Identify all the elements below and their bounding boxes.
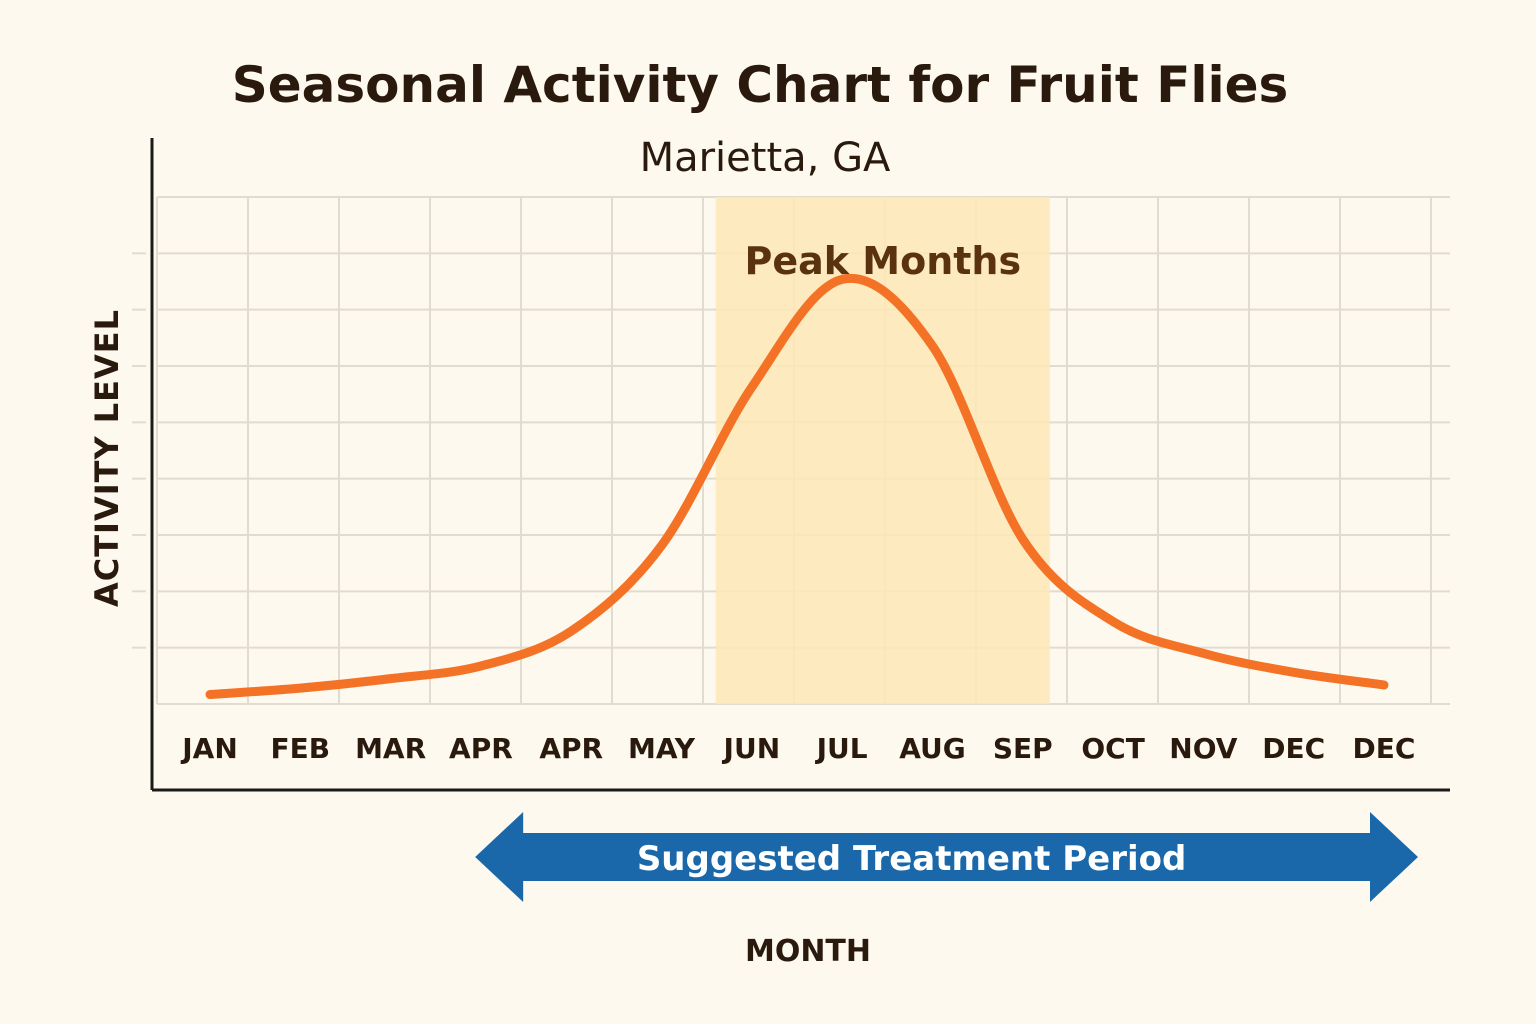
- x-axis-label: MONTH: [745, 934, 871, 969]
- axes: [150, 138, 1450, 792]
- x-tick-label: APR: [539, 732, 603, 765]
- chart-subtitle: Marietta, GA: [640, 135, 891, 181]
- x-tick-label: JAN: [180, 732, 238, 765]
- chart-title: Seasonal Activity Chart for Fruit Flies: [232, 56, 1289, 114]
- treatment-period-arrow: [475, 812, 1419, 902]
- series-line: [205, 273, 1389, 699]
- x-tick-label: DEC: [1353, 732, 1416, 765]
- x-tick-label: JUL: [815, 732, 868, 765]
- peak-band: [715, 197, 1050, 704]
- series-group: [205, 273, 1389, 699]
- x-tick-label: APR: [449, 732, 513, 765]
- x-tick-labels: JAN FEB MAR APR APR MAY JUN JUL AUG SEP OCT NOV DEC D…: [180, 732, 1415, 765]
- treatment-period-label: Suggested Treatment Period: [637, 839, 1187, 879]
- peak-band-group: Peak Months: [715, 197, 1050, 704]
- peak-band-label: Peak Months: [745, 239, 1022, 283]
- treatment-period-group: Suggested Treatment Period: [475, 812, 1419, 902]
- y-axis-label: ACTIVITY LEVEL: [88, 309, 126, 607]
- x-tick-label: FEB: [271, 732, 331, 765]
- x-tick-label: AUG: [899, 732, 966, 765]
- x-tick-label: DEC: [1262, 732, 1325, 765]
- x-tick-label: JUN: [722, 732, 781, 765]
- x-tick-label: NOV: [1169, 732, 1237, 765]
- x-tick-label: MAY: [628, 732, 696, 765]
- x-tick-label: SEP: [993, 732, 1053, 765]
- x-tick-label: OCT: [1081, 732, 1144, 765]
- x-tick-label: MAR: [355, 732, 426, 765]
